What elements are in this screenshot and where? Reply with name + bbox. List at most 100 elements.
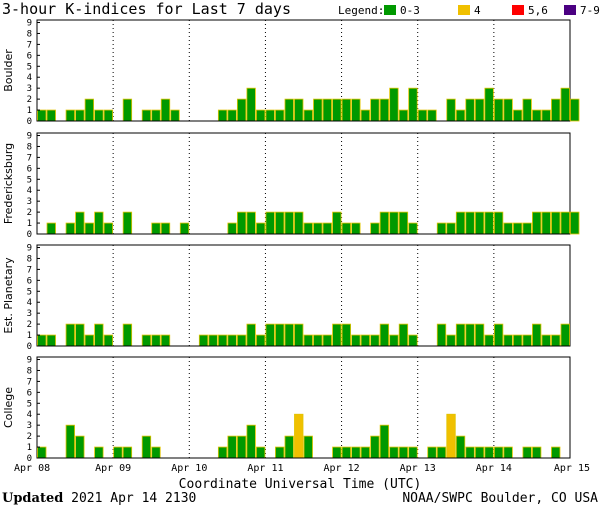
x-tick-label: Apr 13 (400, 463, 436, 474)
y-tick-label: 4 (27, 298, 32, 308)
k-index-bar (532, 211, 542, 235)
updated-value: 2021 Apr 14 2130 (71, 491, 197, 506)
y-tick-label: 2 (27, 208, 32, 218)
k-index-bar (503, 446, 513, 459)
y-tick-label: 0 (27, 454, 32, 464)
k-index-bar (360, 109, 371, 122)
y-tick-label: 5 (27, 175, 32, 185)
k-index-bar (551, 211, 561, 235)
x-tick-label: Apr 08 (14, 463, 50, 474)
legend-text-5-6: 5,6 (528, 4, 548, 17)
k-index-bar (236, 98, 247, 122)
k-index-bar (256, 109, 266, 122)
legend-item-0-3: 0-3 (384, 4, 420, 17)
y-tick-label: 8 (27, 142, 32, 152)
y-tick-label: 6 (27, 164, 32, 174)
k-index-bar (360, 446, 371, 459)
k-index-bar (503, 222, 513, 235)
k-index-bar (455, 211, 466, 235)
k-index-bar (303, 109, 313, 122)
k-index-bar (389, 446, 399, 459)
k-index-bar (455, 323, 466, 347)
k-index-bar (493, 98, 504, 122)
k-index-bar (379, 98, 390, 122)
k-index-bar (455, 435, 466, 459)
k-index-bar (341, 323, 351, 347)
k-index-bar (246, 87, 256, 122)
k-index-bar (522, 98, 532, 122)
y-tick-label: 9 (27, 244, 32, 254)
k-index-bar (217, 446, 228, 459)
k-index-bar (417, 109, 428, 122)
k-index-bar (370, 435, 380, 459)
k-index-bar (294, 211, 304, 235)
k-index-bar (75, 435, 85, 459)
y-tick-label: 8 (27, 254, 32, 264)
k-index-bar (551, 446, 561, 459)
y-tick-label: 3 (27, 197, 32, 207)
k-index-bar (265, 323, 275, 347)
k-index-bar (141, 109, 152, 122)
x-tick-label: Apr 15 (554, 463, 590, 474)
k-index-bar (493, 323, 504, 347)
k-index-bar (46, 334, 56, 347)
legend-swatch-purple (564, 5, 576, 15)
legend-label: Legend: (338, 4, 385, 17)
y-tick-label: 5 (27, 399, 32, 409)
y-tick-label: 7 (27, 377, 32, 387)
legend-swatch-green (384, 5, 396, 15)
y-tick-label: 7 (27, 40, 32, 50)
x-tick-label: Apr 10 (171, 463, 207, 474)
k-index-bar (84, 98, 95, 122)
k-index-bar (389, 334, 399, 347)
k-index-bar (532, 323, 542, 347)
k-index-bar (265, 109, 275, 122)
k-index-bar (560, 323, 570, 347)
k-index-bar (493, 211, 504, 235)
k-index-bar (503, 98, 513, 122)
legend-text-0-3: 0-3 (400, 4, 420, 17)
k-index-bar (236, 211, 247, 235)
y-tick-label: 7 (27, 265, 32, 275)
k-index-bar (284, 211, 294, 235)
k-index-bar (408, 334, 418, 347)
y-tick-label: 4 (27, 410, 32, 420)
k-index-bar (446, 98, 456, 122)
k-index-bar (122, 446, 133, 459)
k-index-bar (75, 211, 85, 235)
k-index-bar (217, 109, 228, 122)
k-index-panels: 0123456789Boulder0123456789Fredericksbur… (2, 19, 590, 474)
k-index-bar (465, 446, 475, 459)
y-tick-label: 5 (27, 287, 32, 297)
k-index-bar (313, 222, 323, 235)
y-tick-label: 1 (27, 219, 32, 229)
k-index-bar (103, 222, 114, 235)
k-index-bar (160, 334, 171, 347)
k-index-bar (436, 222, 447, 235)
k-index-bar (379, 424, 390, 459)
y-tick-label: 1 (27, 331, 32, 341)
k-index-bar (65, 323, 75, 347)
k-index-bar (570, 211, 580, 235)
y-tick-label: 3 (27, 309, 32, 319)
k-index-bar (265, 211, 275, 235)
k-index-bar (351, 222, 361, 235)
k-index-bar (179, 222, 190, 235)
k-index-bar (227, 222, 237, 235)
k-index-bar (474, 98, 485, 122)
y-tick-label: 4 (27, 73, 32, 83)
k-index-bar (522, 446, 532, 459)
k-index-bar (208, 334, 218, 347)
panel-frame (36, 244, 571, 347)
k-index-bar (503, 334, 513, 347)
y-tick-label: 1 (27, 106, 32, 116)
y-axis-label: Est. Planetary (2, 257, 15, 334)
k-index-bar (275, 446, 285, 459)
legend-text-7-9: 7-9 (580, 4, 600, 17)
k-index-bar (294, 323, 304, 347)
y-tick-label: 0 (27, 117, 32, 127)
k-index-bar (512, 222, 523, 235)
k-index-bar (227, 109, 237, 122)
k-index-bar (532, 109, 542, 122)
k-index-bar (493, 446, 504, 459)
